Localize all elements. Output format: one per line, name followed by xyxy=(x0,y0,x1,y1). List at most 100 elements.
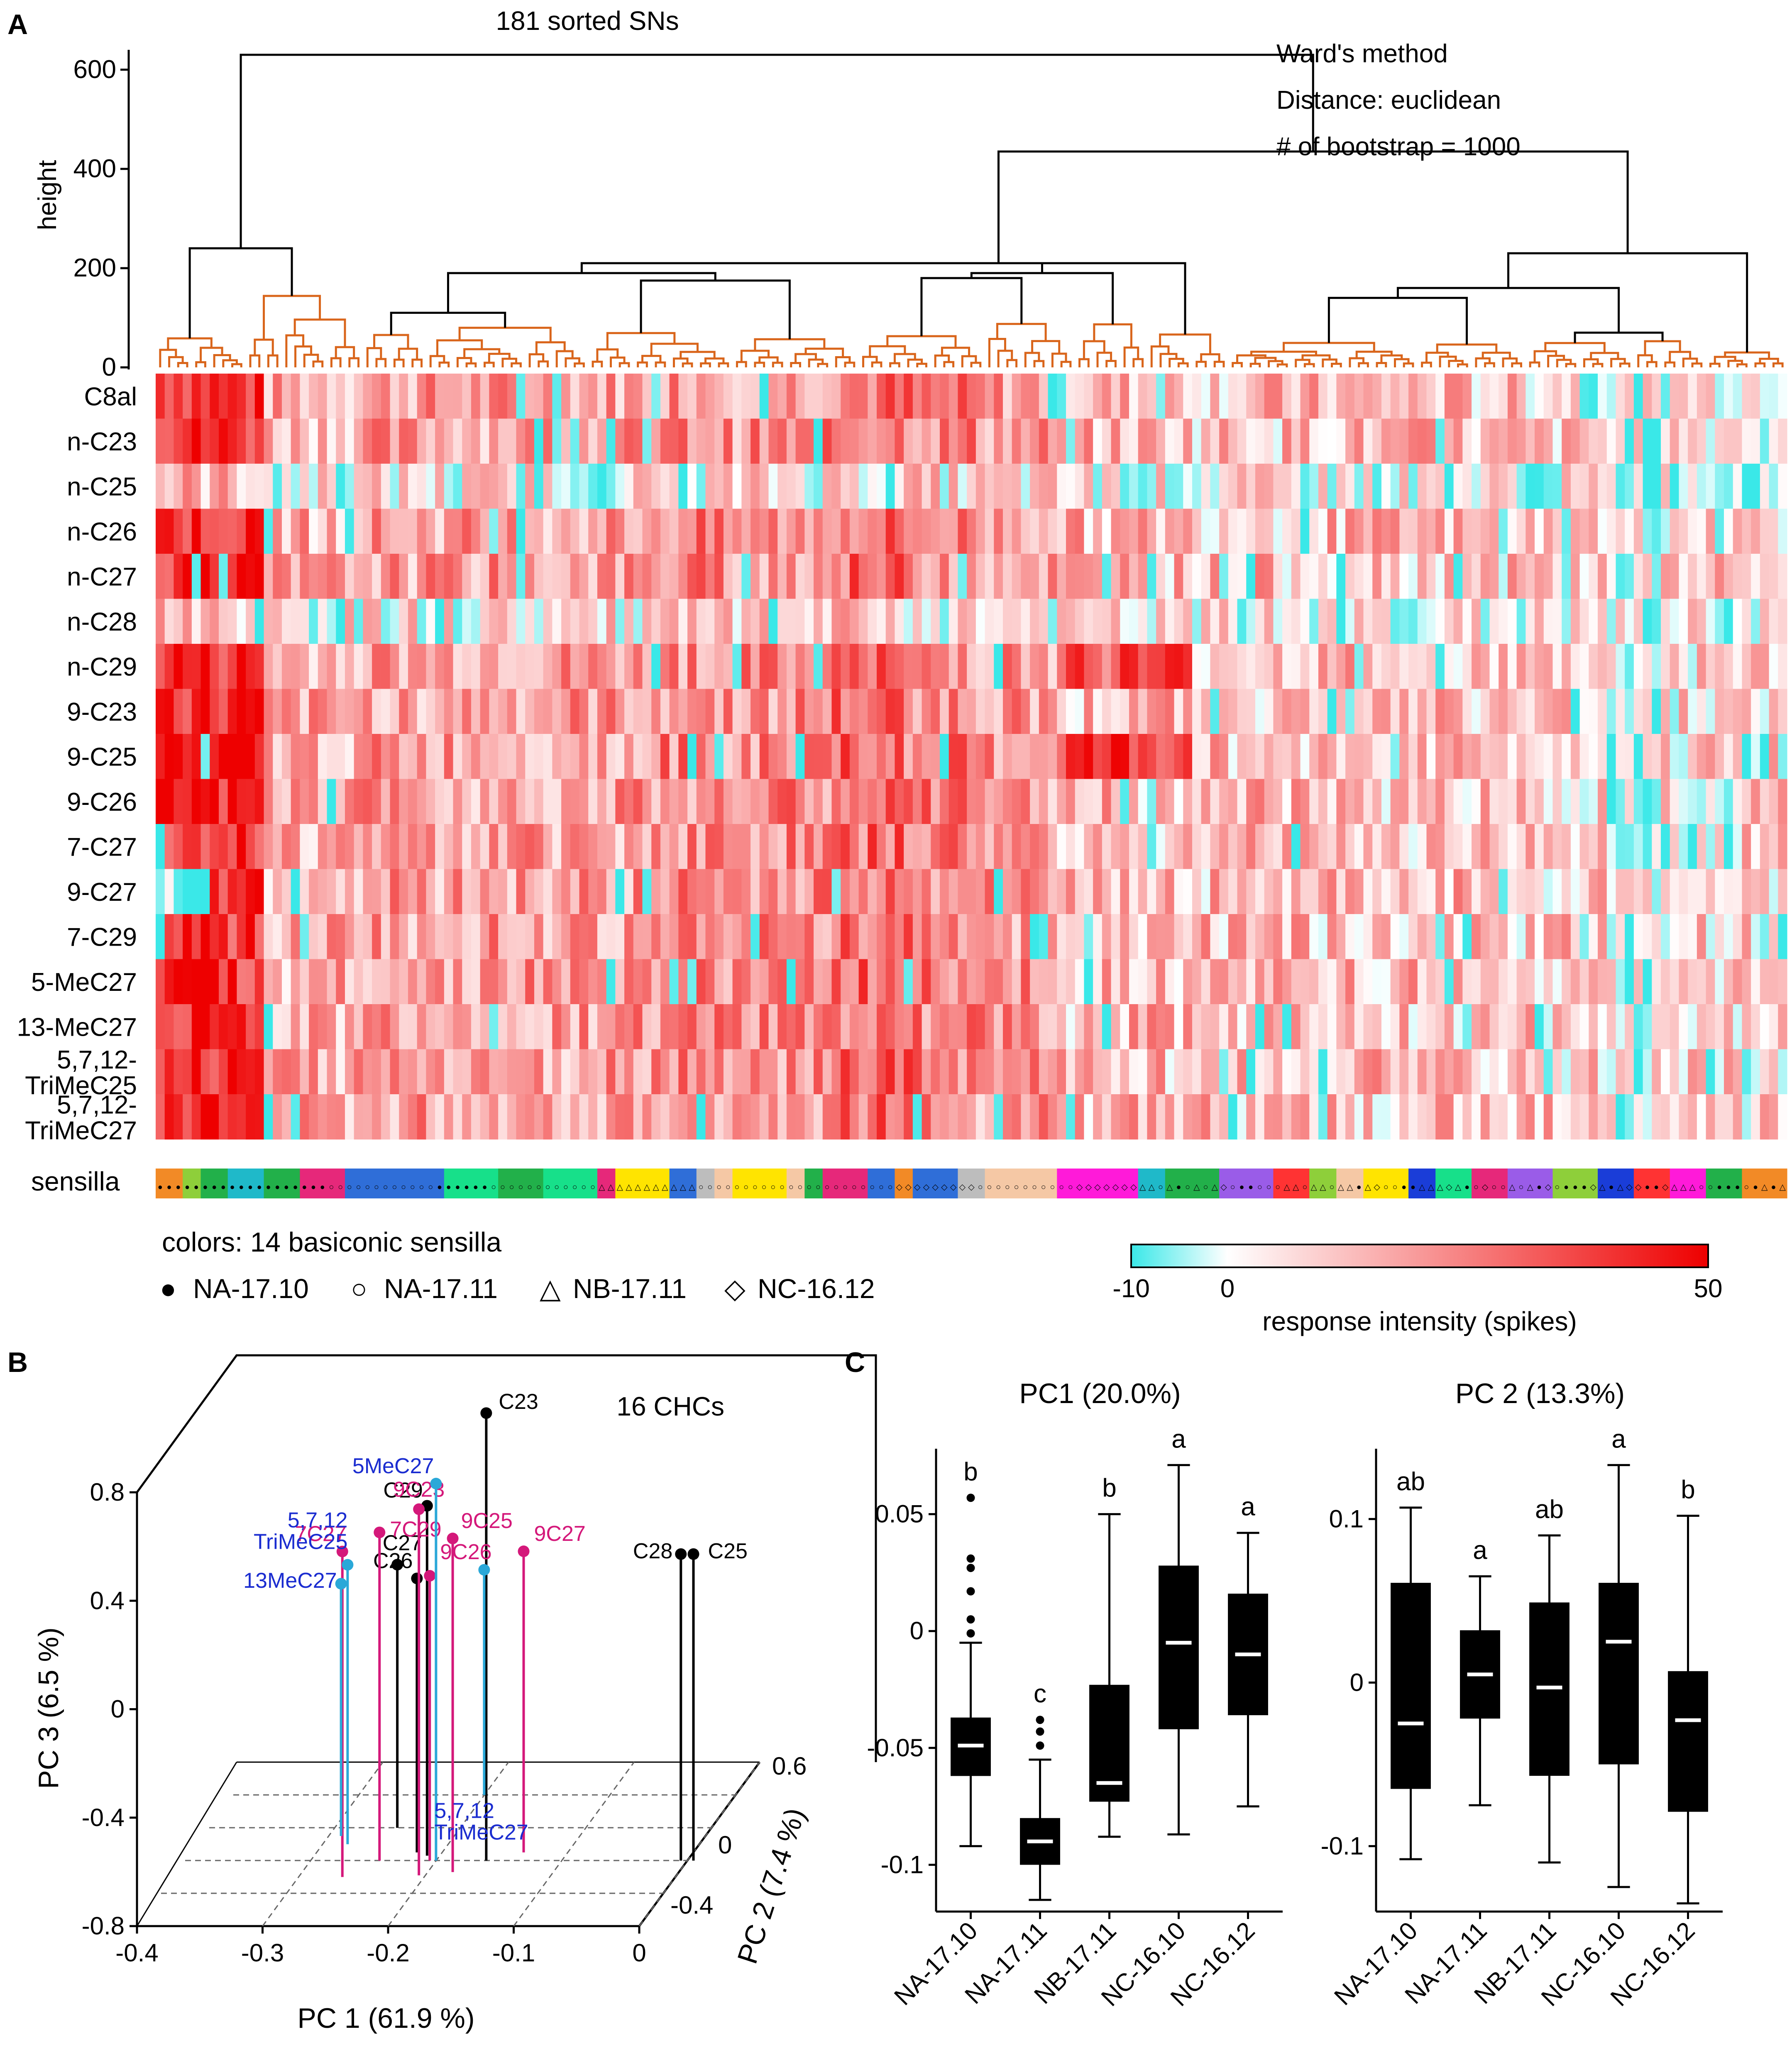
heatmap-cell xyxy=(1499,1004,1508,1050)
heatmap-cell xyxy=(1526,1049,1535,1095)
heatmap-cell xyxy=(1002,418,1012,464)
heatmap-cell xyxy=(254,959,264,1005)
heatmap-cell xyxy=(336,554,345,599)
heatmap-cell xyxy=(1543,554,1553,599)
heatmap-cell xyxy=(1562,418,1571,464)
heatmap-cell xyxy=(1255,869,1265,914)
sensilla-marker: ● xyxy=(185,1183,190,1192)
heatmap-cell xyxy=(858,869,868,914)
pca-xlabel: PC 1 (61.9 %) xyxy=(297,2002,474,2034)
heatmap-cell xyxy=(940,1094,949,1140)
heatmap-cell xyxy=(254,418,264,464)
heatmap-cell xyxy=(381,1004,391,1050)
heatmap-cell xyxy=(1778,734,1787,780)
heatmap-cell xyxy=(1562,554,1571,599)
heatmap-cell xyxy=(696,779,706,824)
heatmap-cell xyxy=(183,689,192,734)
heatmap-cell xyxy=(1453,689,1463,734)
heatmap-cell xyxy=(1138,554,1147,599)
heatmap-cell xyxy=(254,914,264,960)
heatmap-cell xyxy=(1444,779,1454,824)
pca-point-7 xyxy=(447,1533,459,1545)
sensilla-marker: ● xyxy=(203,1183,208,1192)
heatmap-cell xyxy=(1183,824,1193,870)
heatmap-cell xyxy=(426,734,435,780)
heatmap-cell xyxy=(904,418,913,464)
heatmap-cell xyxy=(1002,959,1012,1005)
heatmap-cell xyxy=(1742,599,1751,644)
heatmap-cell xyxy=(1688,869,1697,914)
sensilla-marker: ○ xyxy=(1266,1183,1271,1192)
heatmap-cell xyxy=(264,779,273,824)
heatmap-cell xyxy=(1237,734,1247,780)
heatmap-cell xyxy=(1201,734,1210,780)
sensilla-marker: ○ xyxy=(491,1183,496,1192)
heatmap-cell xyxy=(895,644,904,689)
heatmap-cell xyxy=(1111,599,1120,644)
heatmap-cell xyxy=(1633,599,1643,644)
heatmap-cell xyxy=(399,779,408,824)
heatmap-cell xyxy=(471,554,481,599)
heatmap-cell xyxy=(885,644,895,689)
heatmap-cell xyxy=(1562,824,1571,870)
heatmap-cell xyxy=(1670,779,1680,824)
dendrogram-link xyxy=(619,362,630,367)
heatmap-cell xyxy=(633,1094,643,1140)
heatmap-cell xyxy=(372,959,381,1005)
heatmap-cell xyxy=(922,779,931,824)
heatmap-cell xyxy=(606,464,616,509)
heatmap-cell xyxy=(218,779,228,824)
heatmap-cell xyxy=(651,554,661,599)
heatmap-cell xyxy=(651,914,661,960)
heatmap-cell xyxy=(1327,914,1337,960)
heatmap-cell xyxy=(1526,509,1535,554)
heatmap-cell xyxy=(372,734,381,780)
heatmap-cell xyxy=(1327,509,1337,554)
heatmap-cell xyxy=(814,779,823,824)
heatmap-cell xyxy=(1499,374,1508,419)
heatmap-cell xyxy=(786,779,796,824)
heatmap-cell xyxy=(1472,1004,1481,1050)
heatmap-cell xyxy=(1507,1094,1517,1140)
heatmap-cell xyxy=(1012,374,1022,419)
sensilla-marker: ○ xyxy=(987,1183,992,1192)
pca-point-5 xyxy=(391,1559,403,1571)
heatmap-cell xyxy=(1535,374,1544,419)
heatmap-cell xyxy=(417,644,426,689)
heatmap-cell xyxy=(1120,734,1129,780)
heatmap-cell xyxy=(1679,1049,1688,1095)
heatmap-cell xyxy=(444,644,454,689)
sensilla-marker: ◇ xyxy=(1662,1183,1669,1192)
heatmap-cell xyxy=(831,1004,841,1050)
heatmap-cell xyxy=(1724,689,1733,734)
heatmap-cell xyxy=(183,418,192,464)
heatmap-cell xyxy=(1318,599,1328,644)
heatmap-cell xyxy=(912,824,922,870)
heatmap-cell xyxy=(777,1094,787,1140)
heatmap-cell xyxy=(633,418,643,464)
heatmap-cell xyxy=(246,599,255,644)
heatmap-cell xyxy=(174,1049,183,1095)
heatmap-cell xyxy=(912,599,922,644)
sensilla-marker: ○ xyxy=(1329,1183,1334,1192)
heatmap-cell xyxy=(1363,869,1373,914)
heatmap-cell xyxy=(1516,374,1526,419)
heatmap-cell xyxy=(741,1004,751,1050)
heatmap-cell xyxy=(904,1094,913,1140)
heatmap-cell xyxy=(768,779,778,824)
dendrogram-link xyxy=(592,360,603,367)
heatmap-cell xyxy=(1219,1049,1229,1095)
heatmap-cell xyxy=(822,509,832,554)
heatmap-cell xyxy=(931,1004,940,1050)
heatmap-cell xyxy=(912,1049,922,1095)
heatmap-cell xyxy=(606,914,616,960)
heatmap-cell xyxy=(381,1094,391,1140)
heatmap-cell xyxy=(606,824,616,870)
heatmap-cell xyxy=(543,1049,553,1095)
heatmap-cell xyxy=(1706,869,1715,914)
heatmap-cell xyxy=(1535,599,1544,644)
heatmap-cell xyxy=(1598,734,1607,780)
heatmap-cell xyxy=(1309,689,1319,734)
heatmap-cell xyxy=(1228,374,1238,419)
heatmap-cell xyxy=(345,1049,354,1095)
